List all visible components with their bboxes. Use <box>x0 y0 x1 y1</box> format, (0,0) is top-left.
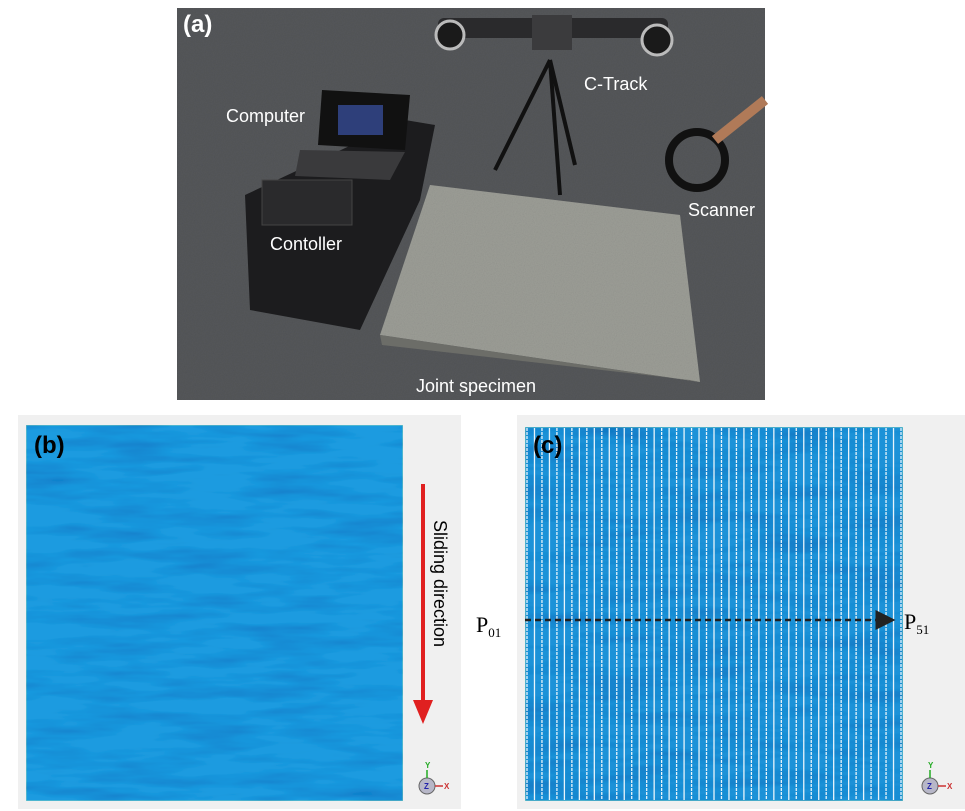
photo-panel: (a) Computer C-Track Scanner Contoller J… <box>177 8 765 400</box>
laptop-display <box>338 105 383 135</box>
panel-label: (a) <box>183 11 212 38</box>
axis-y-label: Y <box>928 761 934 770</box>
scan-panel: (b) Sliding direction Y Z X <box>18 415 461 809</box>
panel-label: (b) <box>34 432 65 459</box>
figure: (a) Computer C-Track Scanner Contoller J… <box>0 0 965 811</box>
panel-label: (c) <box>533 432 562 459</box>
ctrack-center <box>532 15 572 50</box>
letter: P <box>476 612 488 637</box>
axis-x-label: X <box>444 782 450 791</box>
ctrack-camera <box>642 25 672 55</box>
profile-start: P01 <box>476 612 501 640</box>
subscript: 01 <box>488 625 501 640</box>
annotation: Joint specimen <box>416 376 536 396</box>
annotation: Computer <box>226 106 305 126</box>
annotation: Contoller <box>270 234 342 254</box>
annotation: C-Track <box>584 74 648 94</box>
controller-box <box>262 180 352 225</box>
ctrack-camera <box>436 21 464 49</box>
subscript: 51 <box>916 622 929 637</box>
annotation: Scanner <box>688 200 755 220</box>
axis-z-label: Z <box>424 782 429 791</box>
arrow-label: Sliding direction <box>430 520 450 647</box>
scan-surface <box>26 425 403 801</box>
laptop-base <box>295 150 405 180</box>
axis-y-label: Y <box>425 761 431 770</box>
axis-z-label: Z <box>927 782 932 791</box>
letter: P <box>904 609 916 634</box>
axis-x-label: X <box>947 782 953 791</box>
